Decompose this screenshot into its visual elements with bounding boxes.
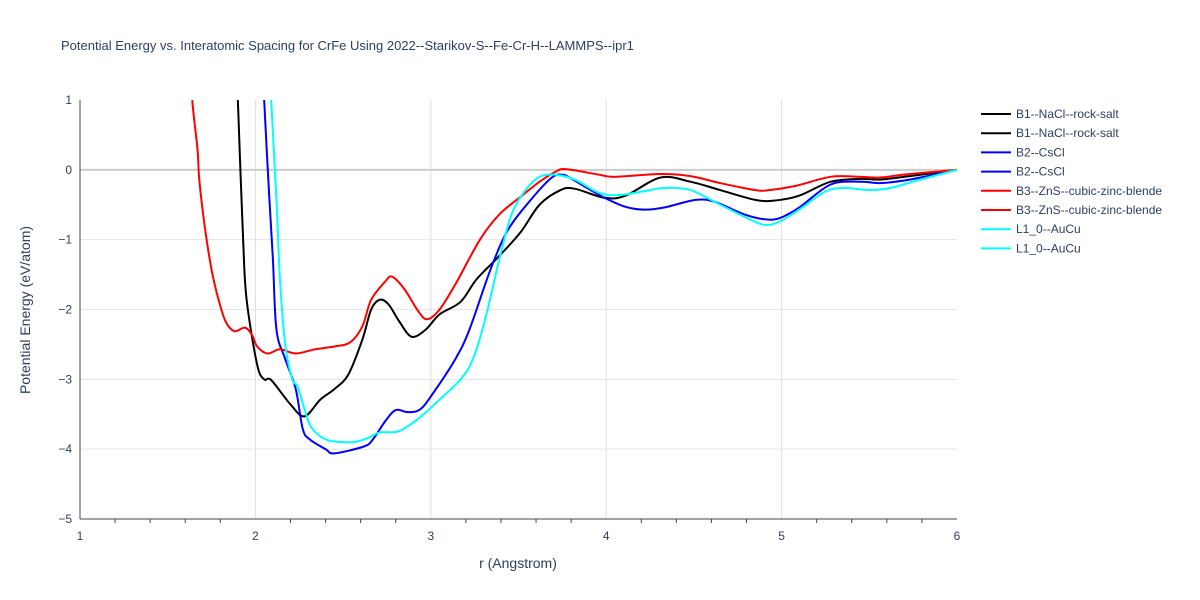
legend-item[interactable]: L1_0--AuCu — [981, 222, 1081, 236]
y-tick-label: −4 — [58, 442, 72, 456]
legend-item[interactable]: B2--CsCl — [981, 145, 1065, 159]
series-line-b2-cscl — [263, 100, 957, 455]
y-tick-label: −2 — [58, 303, 72, 317]
legend-label: B3--ZnS--cubic-zinc-blende — [1016, 184, 1162, 198]
legend-label: B2--CsCl — [1016, 165, 1065, 179]
legend-label: L1_0--AuCu — [1016, 222, 1081, 236]
y-tick-label: −5 — [58, 512, 72, 526]
series-lines — [191, 100, 957, 455]
legend-label: B1--NaCl--rock-salt — [1016, 126, 1119, 140]
series-line-b3-zns-cubic-zinc-blende — [191, 100, 957, 355]
legend-item[interactable]: B3--ZnS--cubic-zinc-blende — [981, 184, 1162, 198]
chart-title: Potential Energy vs. Interatomic Spacing… — [61, 38, 634, 53]
y-tick-label: −3 — [58, 372, 72, 386]
x-tick-label: 2 — [252, 529, 259, 543]
grid — [80, 100, 957, 519]
legend-label: B2--CsCl — [1016, 145, 1065, 159]
axes: 1 2 3 4 5 6 1 0 −1 −2 −3 −4 −5 — [58, 93, 960, 543]
legend[interactable]: B1--NaCl--rock-salt B1--NaCl--rock-salt B2… — [981, 107, 1162, 255]
x-tick-label: 3 — [427, 529, 434, 543]
legend-item[interactable]: B3--ZnS--cubic-zinc-blende — [981, 203, 1162, 217]
x-axis-label: r (Angstrom) — [479, 555, 557, 571]
x-tick-label: 5 — [778, 529, 785, 543]
series-line-l1-0-aucu — [270, 100, 957, 444]
x-tick-label: 4 — [603, 529, 610, 543]
y-tick-label: −1 — [58, 233, 72, 247]
legend-label: B3--ZnS--cubic-zinc-blende — [1016, 203, 1162, 217]
x-tick-label: 1 — [77, 529, 84, 543]
y-tick-label: 0 — [65, 163, 72, 177]
legend-item[interactable]: B1--NaCl--rock-salt — [981, 107, 1119, 121]
legend-item[interactable]: B2--CsCl — [981, 165, 1065, 179]
legend-label: L1_0--AuCu — [1016, 241, 1081, 255]
legend-label: B1--NaCl--rock-salt — [1016, 107, 1119, 121]
x-tick-label: 6 — [954, 529, 961, 543]
series-line-b1-nacl-rock-salt — [236, 100, 957, 418]
legend-item[interactable]: L1_0--AuCu — [981, 241, 1081, 255]
y-axis-label: Potential Energy (eV/atom) — [17, 226, 33, 394]
y-tick-label: 1 — [65, 93, 72, 107]
legend-item[interactable]: B1--NaCl--rock-salt — [981, 126, 1119, 140]
